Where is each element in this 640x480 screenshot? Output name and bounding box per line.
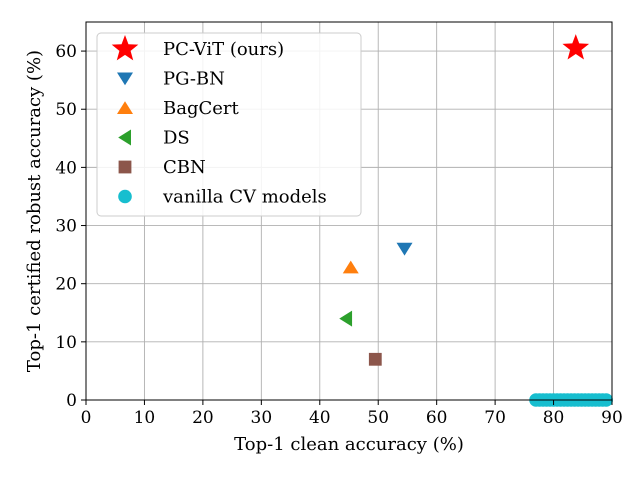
legend: PC-ViT (ours) PG-BN BagCert DS CBN vanilla CV… xyxy=(96,32,362,217)
y-tick-label: 50 xyxy=(55,100,77,120)
legend-label: BagCert xyxy=(163,98,240,119)
legend-marker xyxy=(117,72,133,86)
x-tick-label: 50 xyxy=(367,408,389,428)
x-axis-label: Top-1 clean accuracy (%) xyxy=(234,434,464,455)
y-tick-label: 20 xyxy=(55,275,77,295)
legend-marker xyxy=(117,101,133,114)
legend-marker xyxy=(118,189,132,204)
x-tick-label: 10 xyxy=(134,408,156,428)
legend-marker xyxy=(118,129,131,146)
legend-label: DS xyxy=(163,128,190,149)
x-tick-label: 70 xyxy=(484,408,506,428)
y-tick-label: 60 xyxy=(55,42,77,62)
y-tick-label: 10 xyxy=(55,333,77,353)
x-tick-label: 90 xyxy=(601,408,623,428)
legend-label: PC-ViT (ours) xyxy=(163,39,284,60)
legend-label: vanilla CV models xyxy=(162,187,327,208)
x-tick-label: 60 xyxy=(426,408,448,428)
data-point xyxy=(396,242,413,256)
axis-ticks: 0 10 20 30 40 50 60 70 80 90 0 10 20 30 40 50 60 xyxy=(55,42,622,428)
data-point xyxy=(368,352,382,366)
legend-label: PG-BN xyxy=(163,69,225,90)
x-tick-label: 40 xyxy=(309,408,331,428)
y-axis-label: Top-1 certified robust accuracy (%) xyxy=(24,50,45,372)
legend-label: CBN xyxy=(163,157,206,178)
data-points xyxy=(339,34,613,407)
data-point xyxy=(342,260,359,274)
legend-marker xyxy=(111,35,139,61)
data-point xyxy=(339,310,353,327)
data-point xyxy=(562,34,590,60)
x-tick-label: 80 xyxy=(543,408,565,428)
plot-frame xyxy=(85,21,613,401)
x-tick-label: 0 xyxy=(81,408,92,428)
y-tick-label: 40 xyxy=(55,158,77,178)
y-tick-label: 30 xyxy=(55,217,77,237)
legend-box xyxy=(96,32,362,217)
legend-marker xyxy=(118,160,132,174)
y-tick-label: 0 xyxy=(66,391,77,411)
x-tick-label: 30 xyxy=(251,408,273,428)
x-tick-label: 20 xyxy=(192,408,214,428)
